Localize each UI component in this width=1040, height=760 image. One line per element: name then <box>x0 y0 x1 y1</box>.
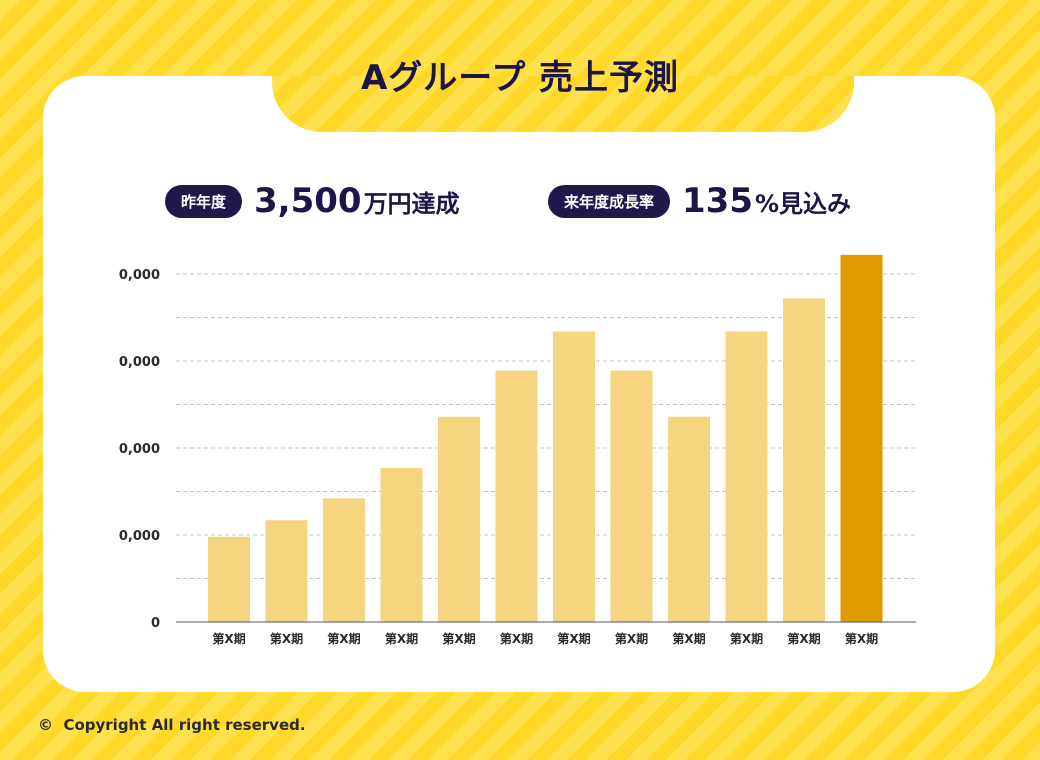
copyright-icon: © <box>38 716 53 734</box>
page-title: Aグループ 売上予測 <box>360 58 680 98</box>
footer-text: Copyright All right reserved. <box>63 716 306 734</box>
stat-unit: %見込み <box>755 189 852 218</box>
chart-card <box>43 76 995 692</box>
stat-growth-rate: 来年度成長率 135 %見込み <box>548 176 851 226</box>
stat-label: 来年度成長率 <box>548 184 671 218</box>
stat-value: 3,500 <box>254 181 362 221</box>
stat-value: 135 <box>682 181 753 221</box>
stat-unit: 万円達成 <box>363 189 460 218</box>
stat-last-year: 昨年度 3,500 万円達成 <box>165 176 460 226</box>
title-notch <box>272 76 854 132</box>
footer: © Copyright All right reserved. <box>38 716 306 734</box>
stat-label: 昨年度 <box>165 184 243 218</box>
